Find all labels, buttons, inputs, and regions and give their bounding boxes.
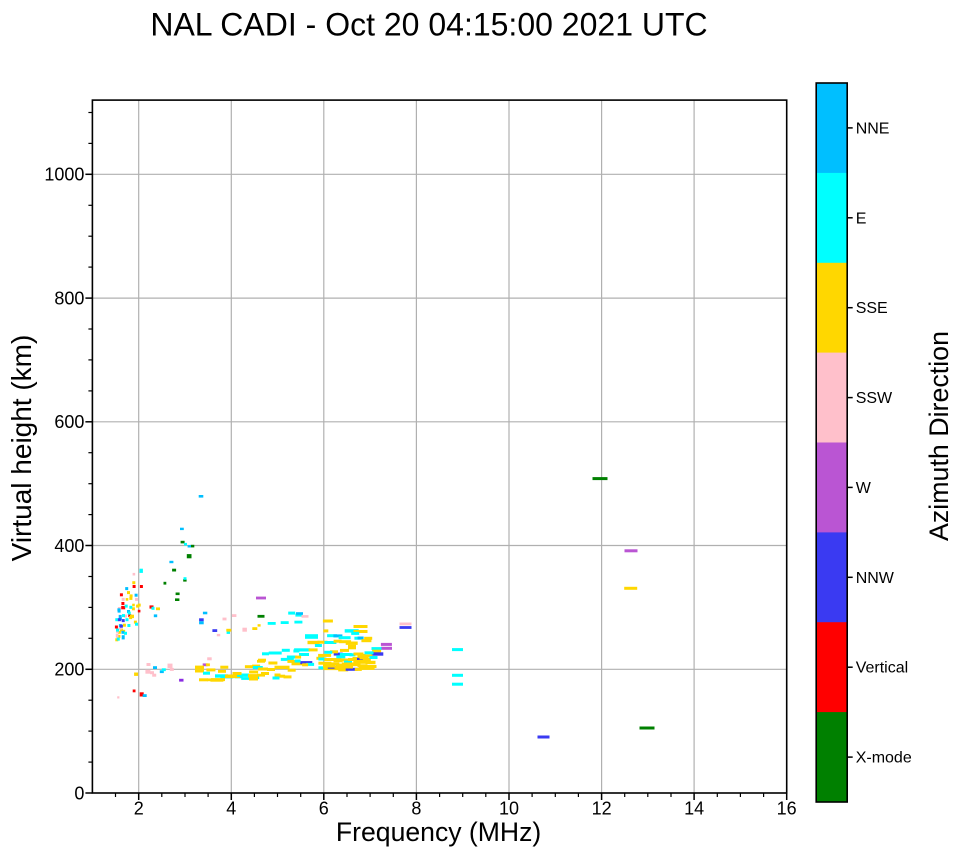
svg-text:8: 8 bbox=[411, 799, 421, 819]
svg-text:NAL CADI - Oct 20 04:15:00 202: NAL CADI - Oct 20 04:15:00 2021 UTC bbox=[150, 7, 707, 43]
svg-text:Azimuth Direction: Azimuth Direction bbox=[924, 331, 954, 541]
svg-text:4: 4 bbox=[226, 799, 236, 819]
svg-text:6: 6 bbox=[319, 799, 329, 819]
svg-text:2: 2 bbox=[134, 799, 144, 819]
svg-text:800: 800 bbox=[54, 289, 84, 309]
svg-text:12: 12 bbox=[592, 799, 612, 819]
svg-text:X-mode: X-mode bbox=[856, 750, 912, 767]
svg-text:Virtual height (km): Virtual height (km) bbox=[6, 335, 37, 562]
svg-text:NNE: NNE bbox=[856, 120, 890, 137]
svg-text:600: 600 bbox=[54, 412, 84, 432]
svg-text:Vertical: Vertical bbox=[856, 660, 908, 677]
svg-text:E: E bbox=[856, 210, 867, 227]
svg-text:0: 0 bbox=[74, 783, 84, 803]
svg-text:W: W bbox=[856, 480, 872, 497]
svg-text:NNW: NNW bbox=[856, 570, 895, 587]
svg-text:10: 10 bbox=[499, 799, 519, 819]
svg-text:Frequency (MHz): Frequency (MHz) bbox=[336, 817, 541, 847]
svg-text:16: 16 bbox=[777, 799, 797, 819]
svg-text:SSE: SSE bbox=[856, 300, 888, 317]
svg-text:400: 400 bbox=[54, 536, 84, 556]
svg-text:200: 200 bbox=[54, 660, 84, 680]
svg-text:1000: 1000 bbox=[44, 165, 84, 185]
svg-text:SSW: SSW bbox=[856, 390, 893, 407]
svg-text:14: 14 bbox=[684, 799, 704, 819]
